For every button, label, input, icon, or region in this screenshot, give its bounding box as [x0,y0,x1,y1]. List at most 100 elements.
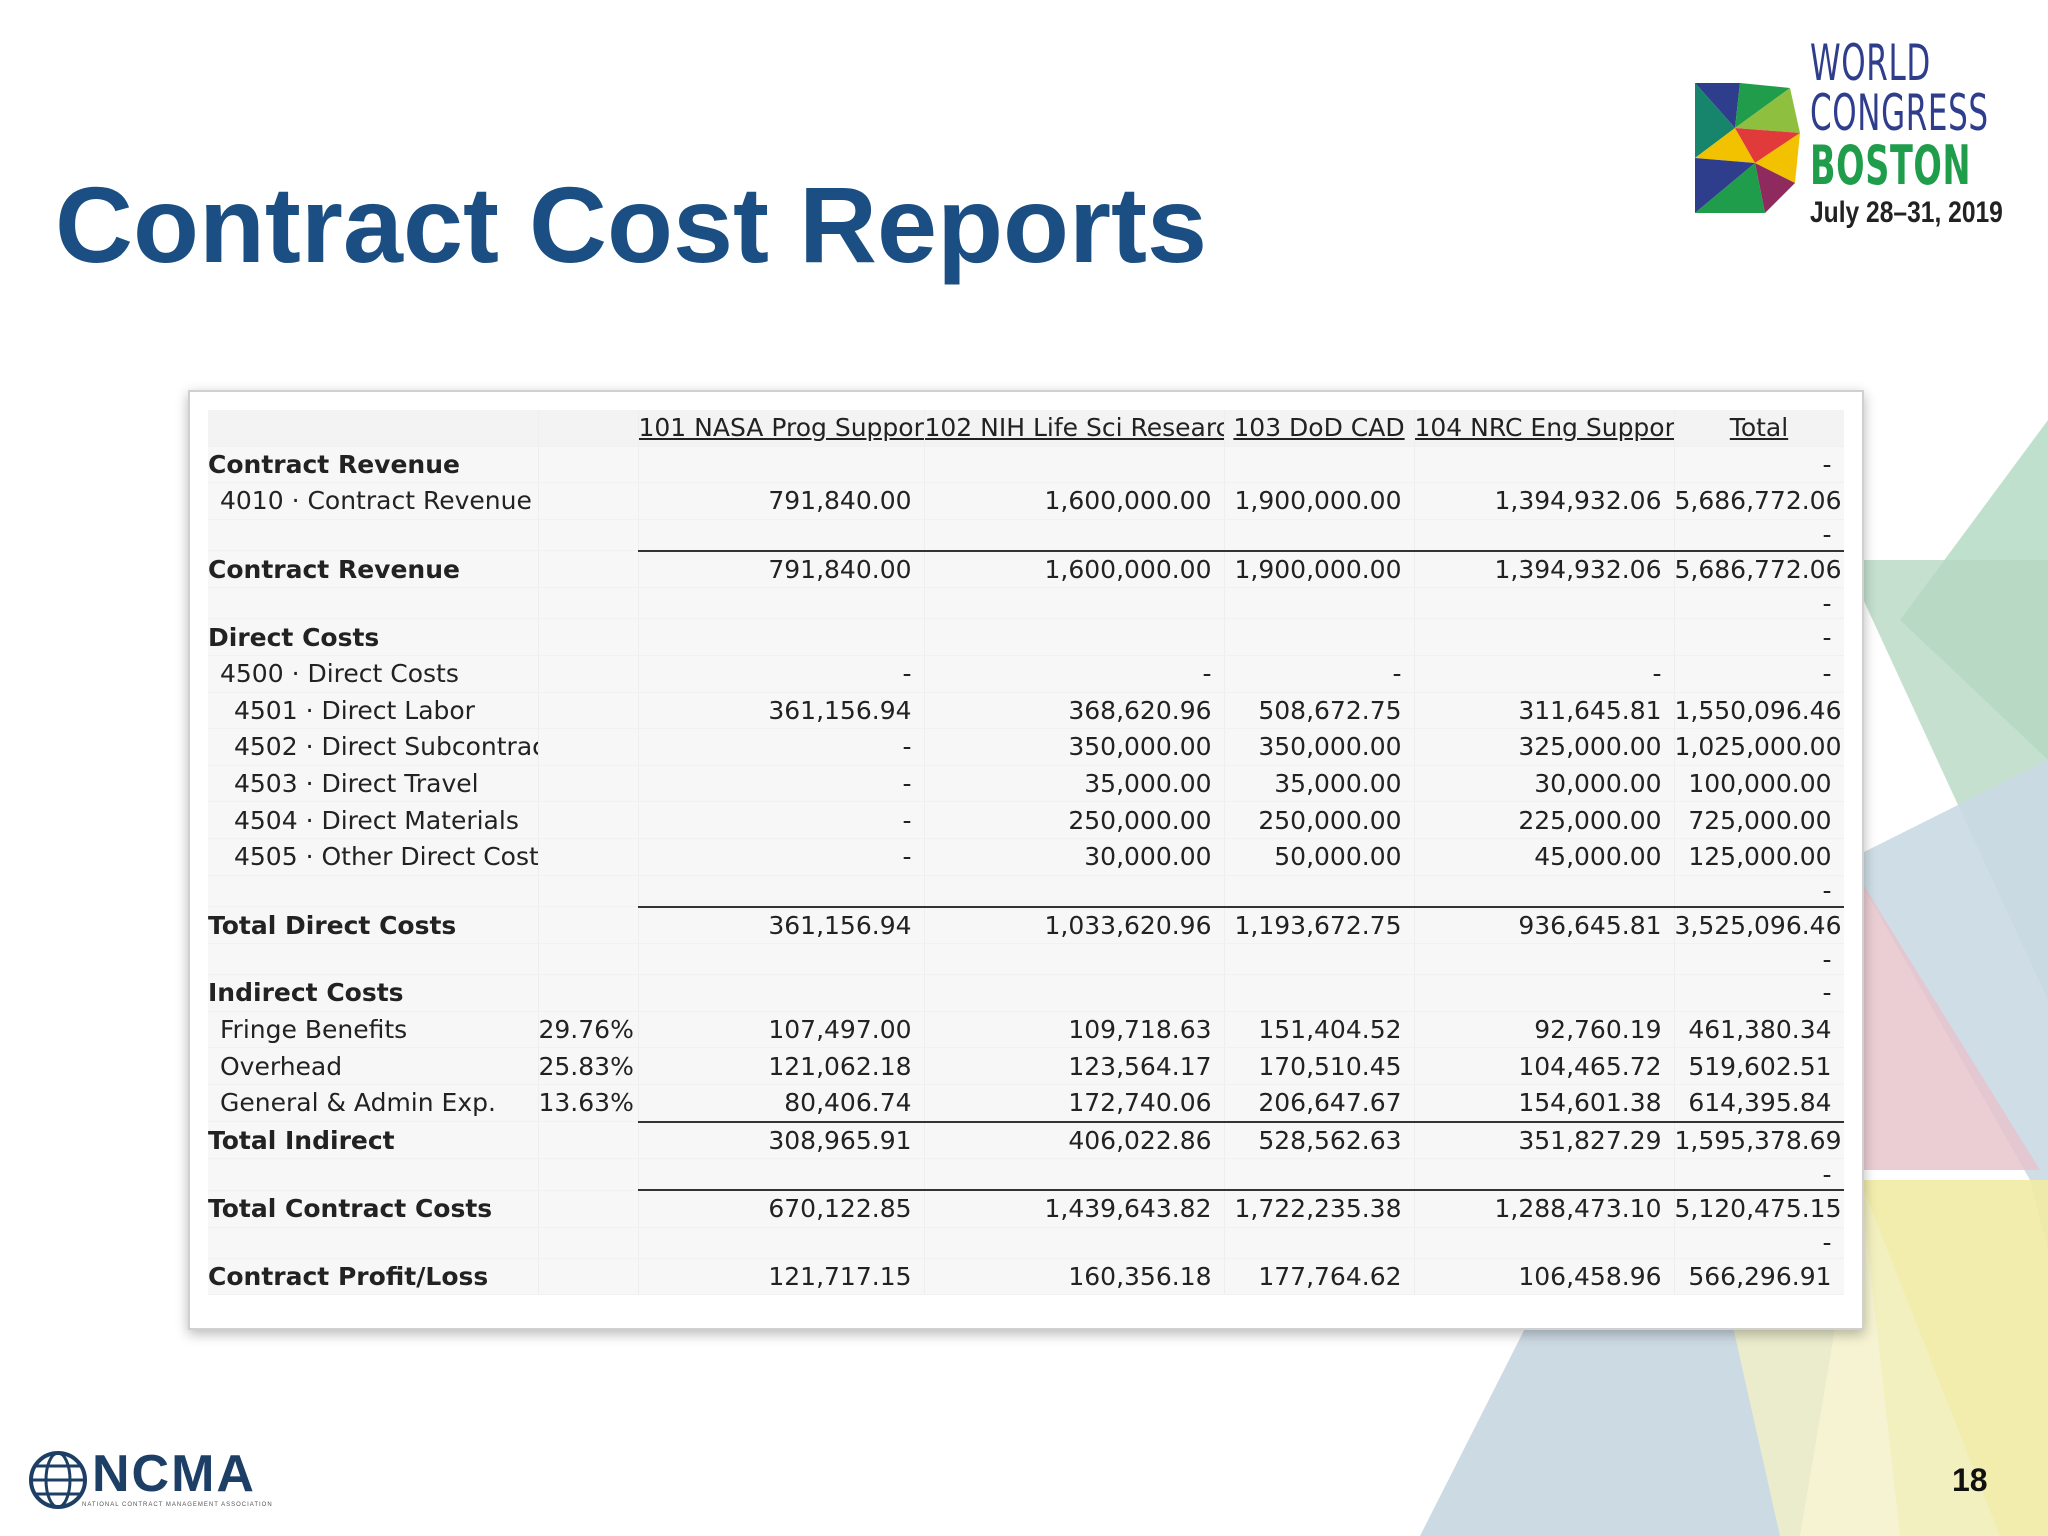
rate-cell [538,519,639,552]
rate-cell [538,906,639,945]
value-cell [924,519,1225,552]
rate-cell [538,482,639,520]
value-cell: 151,404.52 [1224,1011,1415,1049]
table-row: Contract Revenue 791,840.00 1,600,000.00 1,… [208,549,1844,589]
value-cell: 351,827.29 [1414,1120,1675,1160]
row-label: 4501 · Direct Labor [208,692,539,730]
value-cell: 361,156.94 [638,692,925,730]
value-cell: 206,647.67 [1224,1084,1415,1123]
table-row: 4502 · Direct Subcontracts -350,000.00 350… [208,728,1844,766]
value-cell: - [638,655,925,693]
row-label: 4500 · Direct Costs [208,655,539,693]
value-cell: 225,000.00 [1414,801,1675,839]
rate-cell [538,1258,639,1296]
value-cell [924,974,1225,1012]
value-cell [638,587,925,620]
value-cell [638,1227,925,1259]
header-rate-col [538,410,639,447]
table-row: Contract Profit/Loss 121,717.15 160,356.18… [208,1258,1844,1296]
value-cell: 725,000.00 [1674,801,1844,839]
table-row: Indirect Costs - [208,974,1844,1012]
table-row: - [208,519,1844,552]
row-label [208,943,539,976]
value-cell [1414,875,1675,908]
column-header: 103 DoD CAD [1224,410,1415,447]
row-label: 4502 · Direct Subcontracts [208,728,539,766]
value-cell [1414,446,1675,484]
value-cell: 1,600,000.00 [924,482,1225,520]
event-logo: WORLD CONGRESS BOSTON July 28–31, 2019 [1695,38,2015,248]
rate-cell [538,1190,639,1228]
table-row: Fringe Benefits 29.76% 107,497.00 109,718.6… [208,1011,1844,1049]
value-cell: 5,686,772.06 [1674,482,1844,520]
value-cell: 406,022.86 [924,1120,1225,1160]
table-row: Total Direct Costs 361,156.94 1,033,620.96… [208,905,1844,945]
rate-cell [538,838,639,876]
row-label: 4505 · Other Direct Costs [208,838,539,876]
row-label [208,875,539,908]
rate-cell [538,1227,639,1259]
value-cell: 30,000.00 [1414,765,1675,803]
value-cell: 566,296.91 [1674,1258,1844,1296]
value-cell: - [1674,587,1844,620]
value-cell: 5,120,475.15 [1674,1189,1844,1228]
value-cell [1414,618,1675,656]
value-cell: 121,062.18 [638,1047,925,1085]
value-cell [1224,974,1415,1012]
column-header: 101 NASA Prog Support [638,410,925,447]
value-cell: 104,465.72 [1414,1047,1675,1085]
value-cell: - [1414,655,1675,693]
report-body: Contract Revenue -4010 · Contract Revenue… [208,446,1844,1296]
rate-cell [538,765,639,803]
value-cell: 250,000.00 [1224,801,1415,839]
row-label: Total Indirect [208,1121,539,1160]
value-cell [638,974,925,1012]
table-row: 4504 · Direct Materials -250,000.00 250,00… [208,801,1844,839]
value-cell: 1,722,235.38 [1224,1189,1415,1228]
ncma-logo-text: NCMA [92,1445,256,1503]
value-cell [638,446,925,484]
value-cell: 936,645.81 [1414,905,1675,945]
table-row: - [208,943,1844,976]
value-cell: 80,406.74 [638,1084,925,1123]
table-row: - [208,1158,1844,1191]
table-row: 4010 · Contract Revenue 791,840.00 1,600,0… [208,482,1844,520]
value-cell: - [1674,1158,1844,1191]
event-logo-mark [1695,83,1800,213]
table-row: 4500 · Direct Costs - - - - - [208,655,1844,693]
value-cell [1414,1158,1675,1191]
value-cell [1224,618,1415,656]
value-cell: 350,000.00 [1224,728,1415,766]
value-cell [638,943,925,976]
value-cell: 325,000.00 [1414,728,1675,766]
value-cell: - [1674,655,1844,693]
rate-cell: 25.83% [538,1047,639,1085]
rate-cell: 29.76% [538,1011,639,1049]
globe-icon [29,1451,87,1509]
page-title: Contract Cost Reports [55,164,1208,285]
table-row: 4501 · Direct Labor 361,156.94 368,620.96 5… [208,692,1844,730]
rate-cell [538,728,639,766]
value-cell: 35,000.00 [1224,765,1415,803]
value-cell: 30,000.00 [924,838,1225,876]
rate-cell: 13.63% [538,1084,639,1123]
value-cell [924,446,1225,484]
row-label: 4504 · Direct Materials [208,801,539,839]
value-cell [1414,974,1675,1012]
value-cell: - [924,655,1225,693]
value-cell: 1,394,932.06 [1414,549,1675,589]
rate-cell [538,618,639,656]
row-label [208,1227,539,1259]
row-label: Contract Revenue [208,446,539,484]
value-cell: - [638,765,925,803]
value-cell: 528,562.63 [1224,1120,1415,1160]
rate-cell [538,446,639,484]
rate-cell [538,875,639,908]
value-cell [638,875,925,908]
value-cell: 106,458.96 [1414,1258,1675,1296]
value-cell [638,1158,925,1191]
value-cell: 172,740.06 [924,1084,1225,1123]
value-cell: 1,550,096.46 [1674,692,1844,730]
row-label: Total Contract Costs [208,1190,539,1228]
value-cell: - [638,801,925,839]
